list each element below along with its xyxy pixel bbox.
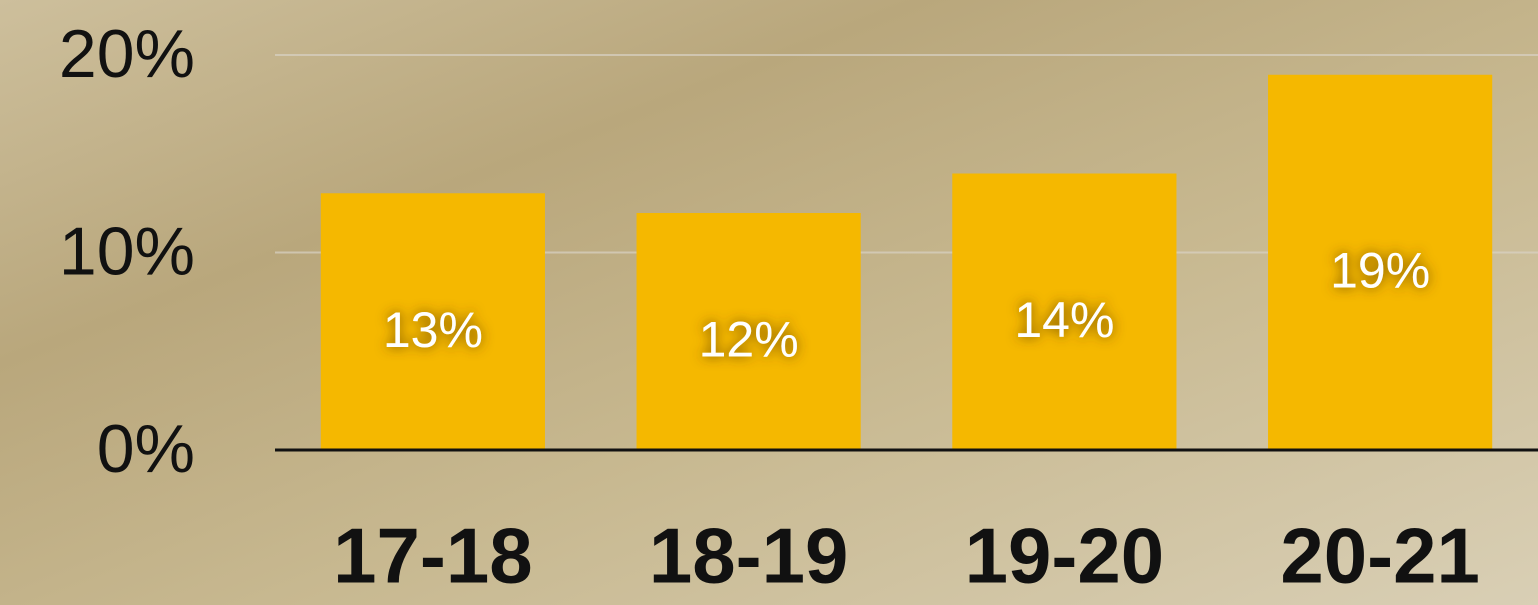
y-tick-label: 20% [59, 16, 195, 92]
value-label: 12% [699, 312, 799, 368]
bar [952, 173, 1177, 450]
bar [1268, 74, 1493, 450]
value-label: 19% [1330, 243, 1430, 299]
y-tick-label: 0% [97, 411, 195, 487]
bar [320, 193, 545, 450]
value-label: 13% [383, 302, 483, 358]
x-tick-label: 17-18 [333, 512, 533, 600]
x-tick-label: 19-20 [965, 512, 1165, 600]
y-tick-label: 10% [59, 213, 195, 289]
x-tick-label: 20-21 [1280, 512, 1480, 600]
bar [636, 213, 861, 450]
value-label: 14% [1014, 292, 1114, 348]
x-tick-label: 18-19 [649, 512, 849, 600]
